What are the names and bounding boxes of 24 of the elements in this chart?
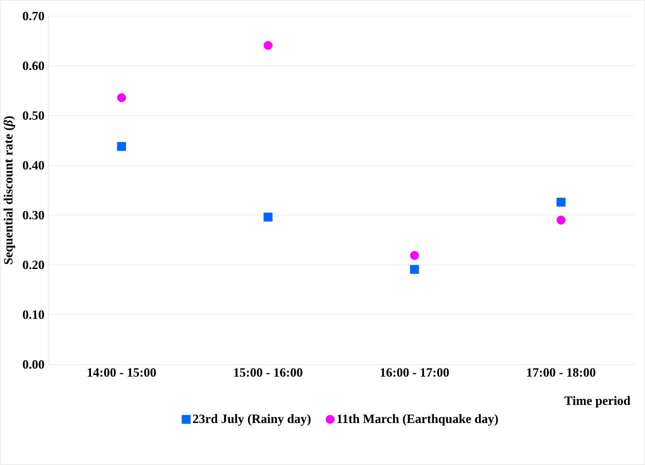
point	[117, 93, 126, 102]
legend-label: 11th March (Earthquake day)	[337, 414, 498, 426]
y-axis-title: Sequential discount rate (β)	[4, 116, 16, 264]
y-tick-label: 0.20	[22, 260, 44, 270]
y-tick-label: 0.60	[22, 62, 44, 70]
point	[556, 216, 566, 225]
point	[556, 198, 566, 207]
point	[410, 251, 419, 260]
y-tick-label: 0.40	[22, 161, 44, 170]
x-tick-label: 16:00 - 17:00	[380, 368, 449, 377]
point	[264, 40, 272, 50]
y-tick-label: 0.00	[22, 360, 44, 369]
x-tick-label: 15:00 - 16:00	[234, 368, 302, 377]
x-axis-title: Time period	[564, 396, 630, 408]
legend-label: 23rd July (Rainy day)	[193, 414, 311, 426]
point	[410, 264, 419, 274]
y-tick-label: 0.30	[22, 210, 44, 220]
y-tick-label: 0.50	[22, 111, 44, 120]
y-tick-label: 0.70	[22, 12, 44, 20]
x-tick-label: 14:00 - 15:00	[88, 368, 156, 377]
x-tick-label: 17:00 - 18:00	[527, 368, 596, 377]
point	[264, 212, 272, 222]
point	[117, 142, 126, 151]
y-tick-label: 0.10	[22, 310, 44, 319]
